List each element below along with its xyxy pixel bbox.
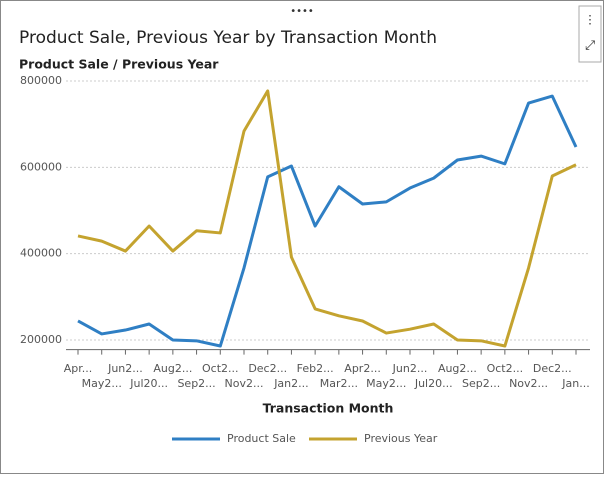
data-line — [77, 94, 578, 348]
x-tick-label: Nov2... — [225, 377, 264, 390]
x-tick-label: Apr... — [64, 362, 93, 375]
x-tick-label: Sep2... — [177, 377, 215, 390]
x-tick-label: Jan... — [561, 377, 589, 390]
x-tick-label: May2... — [82, 377, 122, 390]
x-tick-label: Sep2... — [462, 377, 500, 390]
y-tick-label: 200000 — [20, 333, 62, 346]
x-tick-label: Aug2... — [153, 362, 192, 375]
x-tick-label: Aug2... — [438, 362, 477, 375]
legend-label: Previous Year — [364, 432, 438, 445]
x-axis-title: Transaction Month — [263, 401, 394, 416]
x-tick-label: Nov2... — [509, 377, 548, 390]
toolbar — [578, 5, 602, 63]
y-tick-label: 600000 — [20, 160, 62, 173]
x-tick-label: Jul20... — [129, 377, 168, 390]
x-tick-label: Feb2... — [297, 362, 334, 375]
legend-label: Product Sale — [227, 432, 296, 445]
x-tick-label: Dec2... — [248, 362, 287, 375]
menu-icon[interactable]: ⋮ — [584, 13, 596, 27]
x-tick-label: Oct2... — [202, 362, 239, 375]
y-axis-title: Product Sale / Previous Year — [19, 57, 219, 72]
chart-title: Product Sale, Previous Year by Transacti… — [19, 28, 437, 48]
x-tick-label: Oct2... — [487, 362, 524, 375]
x-tick-label: Jul20... — [414, 377, 453, 390]
x-tick-label: Mar2... — [320, 377, 358, 390]
x-tick-label: Dec2... — [533, 362, 572, 375]
x-tick-label: Apr2... — [344, 362, 381, 375]
drag-handle[interactable]: •••• — [290, 6, 314, 17]
maximize-icon[interactable]: ⤢ — [585, 39, 595, 54]
x-tick-label: May2... — [366, 377, 406, 390]
x-tick-label: Jan2... — [273, 377, 308, 390]
x-tick-label: Jun2... — [392, 362, 428, 375]
y-tick-label: 800000 — [20, 74, 62, 87]
data-line — [77, 89, 577, 348]
x-tick-label: Jun2... — [107, 362, 143, 375]
y-tick-label: 400000 — [20, 247, 62, 260]
